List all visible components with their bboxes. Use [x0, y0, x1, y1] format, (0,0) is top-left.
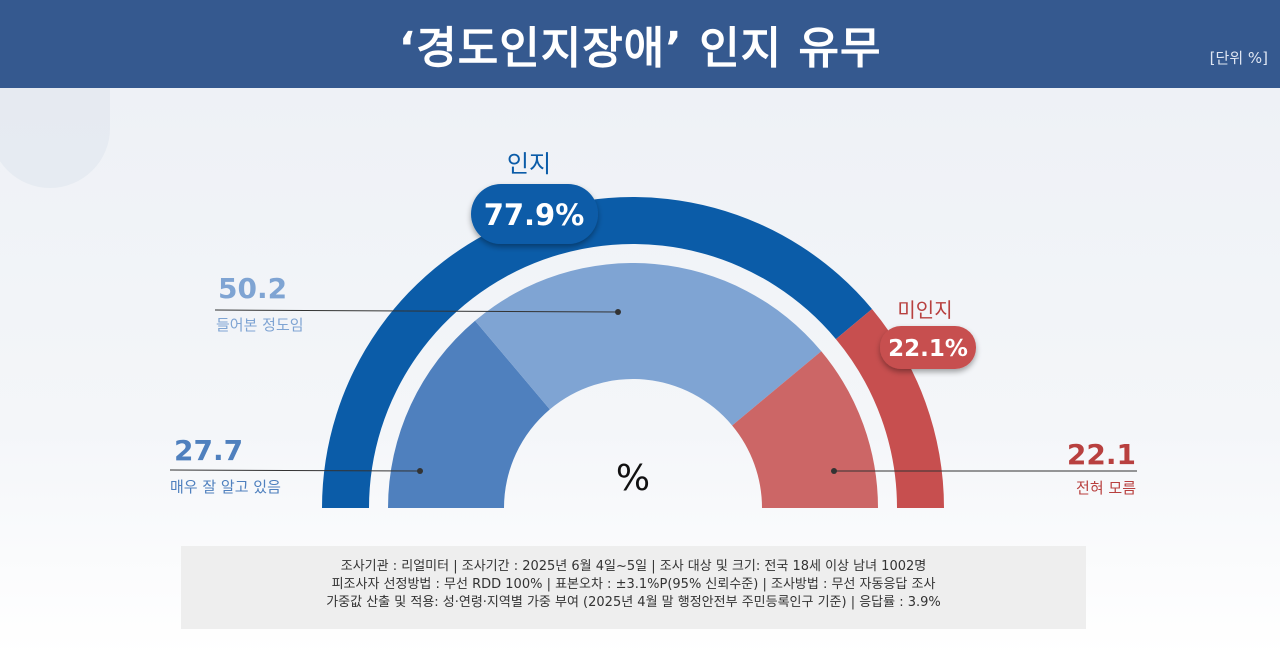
survey-info-line: 조사기관 : 리얼미터 | 조사기간 : 2025년 6월 4일~5일 | 조사… [340, 559, 927, 574]
unit-label: [단위 %] [1209, 49, 1268, 67]
leader-line-27-7 [169, 469, 421, 472]
unaware-value: 22.1% [888, 336, 968, 362]
survey-info-line: 가중값 산출 및 적용: 성·연령·지역별 가중 부여 (2025년 4월 말 … [326, 595, 941, 610]
aware-value-badge [471, 184, 598, 244]
leader-dot-50-2 [615, 309, 621, 315]
callout-label-50-2: 들어본 정도임 [216, 316, 304, 334]
inner-ring-segment-2 [732, 351, 878, 508]
callout-value-27-7: 27.7 [174, 434, 243, 467]
callout-label-27-7: 매우 잘 알고 있음 [170, 478, 281, 496]
aware-value: 77.9% [484, 198, 585, 232]
survey-info-box: 조사기관 : 리얼미터 | 조사기간 : 2025년 6월 4일~5일 | 조사… [181, 546, 1086, 629]
callout-value-22-1: 22.1 [1067, 438, 1136, 471]
survey-info-line: 피조사자 선정방법 : 무선 RDD 100% | 표본오차 : ±3.1%P(… [331, 577, 936, 592]
inner-ring-segment-0 [388, 320, 550, 508]
outer-ring-segment-0 [322, 196, 873, 508]
leader-dot-27-7 [417, 468, 423, 474]
inner-ring-segment-1 [475, 263, 822, 426]
header-bar: ‘경도인지장애’ 인지 유무 [단위 %] [0, 0, 1280, 88]
callout-label-22-1: 전혀 모름 [1076, 479, 1136, 497]
center-percent-label: % [616, 458, 650, 499]
page-title: ‘경도인지장애’ 인지 유무 [398, 23, 882, 74]
leader-dot-22-1 [831, 468, 837, 474]
unaware-value-badge [880, 326, 976, 369]
leader-line-50-2 [214, 309, 619, 313]
unaware-label: 미인지 [897, 298, 952, 322]
outer-ring-segment-1 [835, 309, 944, 508]
aware-label: 인지 [507, 150, 551, 178]
outer-ring [322, 196, 944, 508]
callout-value-50-2: 50.2 [218, 272, 287, 305]
inner-ring [388, 263, 878, 508]
